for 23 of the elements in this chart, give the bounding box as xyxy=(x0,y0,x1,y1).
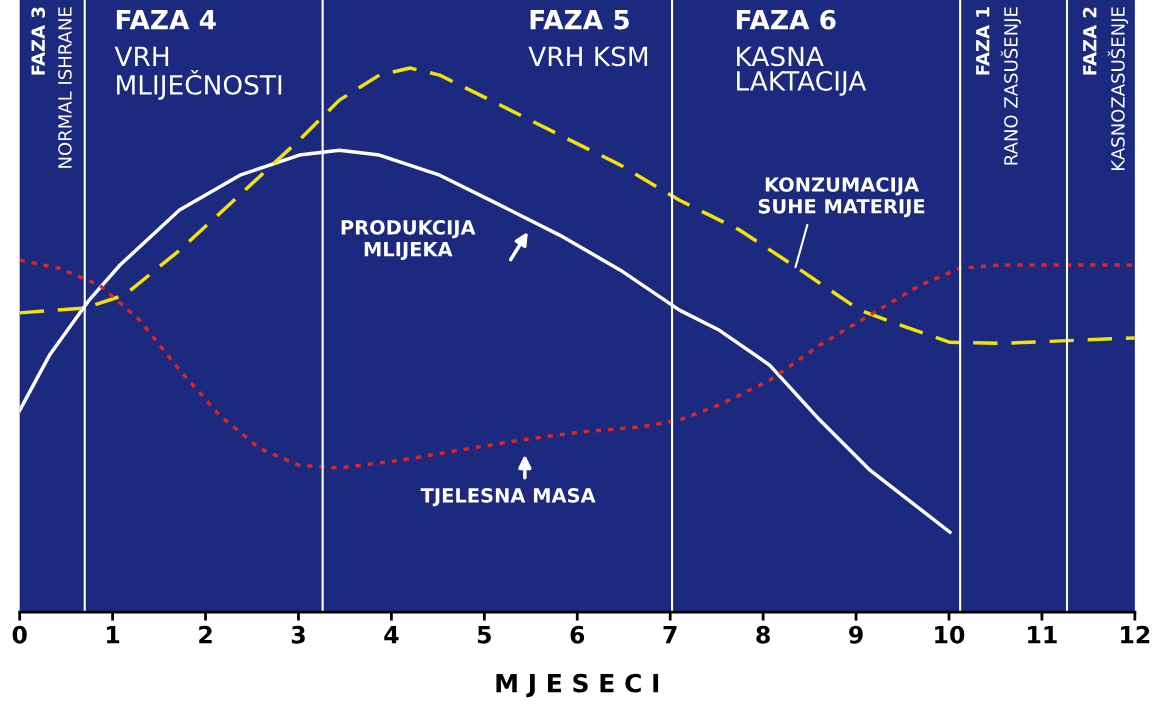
annotation: PRODUKCIJA MLIJEKA xyxy=(341,220,476,261)
annotation: FAZA 3 NORMAL ISHRANE xyxy=(31,7,72,168)
x-tick-label: 3 xyxy=(291,625,305,644)
x-tick-label: 4 xyxy=(384,626,399,644)
x-tick-label: 7 xyxy=(663,626,677,644)
annotation: FAZA 1 RANO ZASUŠENJE xyxy=(976,7,1022,165)
x-tick-label: 0 xyxy=(12,625,27,644)
annotation: FAZA 6 KASNA LAKTACIJA xyxy=(736,9,867,96)
x-tick-label: 2 xyxy=(199,625,212,644)
annotation: KONZUMACIJA SUHE MATERIJE xyxy=(758,177,925,218)
x-tick-label: 1 xyxy=(107,626,120,644)
x-axis-title: M J E S E C I xyxy=(496,673,659,698)
x-tick-label: 11 xyxy=(1028,626,1057,644)
x-tick-label: 10 xyxy=(935,625,965,644)
x-tick-label: 12 xyxy=(1121,625,1150,644)
x-tick-label: 9 xyxy=(849,625,863,644)
annotation: TJELESNA MASA xyxy=(420,488,596,507)
annotation: FAZA 4 VRH MLIJEČNOSTI xyxy=(114,9,282,100)
text: FAZA 5 VRH KSM xyxy=(528,9,648,67)
x-tick-label: 8 xyxy=(756,625,770,644)
x-tick-label: 6 xyxy=(570,625,585,644)
x-tick-label: 5 xyxy=(477,626,491,644)
annotation: FAZA 2 KASNOZASUŠENJE xyxy=(1082,7,1129,170)
